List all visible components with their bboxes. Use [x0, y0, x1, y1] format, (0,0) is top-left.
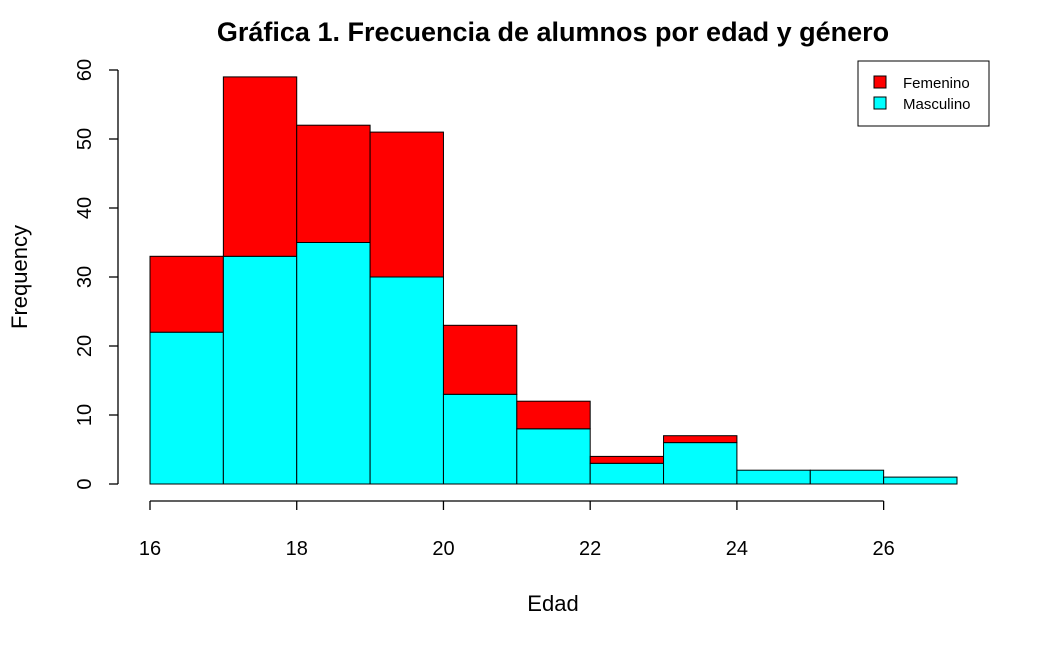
y-tick-label-40: 40 [74, 197, 96, 219]
y-tick-label-20: 20 [74, 335, 96, 357]
bar-masculino-18 [296, 242, 371, 485]
y-tick-label-50: 50 [74, 128, 96, 150]
bars-group [149, 76, 958, 485]
x-tick-label-26: 26 [873, 538, 895, 560]
x-tick-label-16: 16 [139, 538, 161, 560]
bar-femenino-22 [589, 455, 665, 464]
y-tick-label-10: 10 [74, 404, 96, 426]
y-tick-label-30: 30 [74, 266, 96, 288]
bar-femenino-16 [149, 255, 224, 333]
x-axis: 16 18 20 22 24 26 [139, 500, 895, 560]
legend-swatch-femenino [873, 75, 887, 89]
bar-masculino-25 [809, 469, 885, 485]
bar-femenino-23 [663, 435, 738, 444]
bar-masculino-17 [222, 255, 298, 485]
bar-masculino-19 [369, 276, 444, 485]
bar-femenino-19 [369, 131, 444, 278]
x-tick-label-24: 24 [726, 538, 748, 560]
bar-femenino-21 [516, 400, 591, 430]
legend-label-femenino: Femenino [903, 75, 970, 92]
bar-femenino-18 [296, 124, 371, 243]
y-tick-label-60: 60 [74, 59, 96, 81]
bar-masculino-20 [442, 393, 518, 485]
x-axis-label: Edad [527, 591, 578, 616]
bar-masculino-22 [589, 462, 665, 485]
bar-masculino-26 [883, 476, 958, 485]
bar-masculino-24 [736, 469, 811, 485]
y-tick-label-0: 0 [74, 478, 96, 489]
legend-swatch-masculino [873, 96, 887, 110]
chart-title: Gráfica 1. Frecuencia de alumnos por eda… [217, 17, 889, 47]
y-axis: 0 10 20 30 40 50 60 [74, 59, 119, 490]
bar-femenino-20 [442, 324, 518, 395]
legend-box [857, 60, 990, 127]
x-tick-label-20: 20 [432, 538, 454, 560]
x-tick-label-18: 18 [286, 538, 308, 560]
bar-masculino-16 [149, 331, 224, 485]
bar-masculino-21 [516, 428, 591, 485]
legend-label-masculino: Masculino [903, 96, 971, 113]
bar-femenino-17 [222, 76, 298, 257]
legend: Femenino Masculino [857, 60, 990, 127]
bar-masculino-23 [663, 442, 738, 485]
y-axis-label: Frequency [7, 225, 32, 329]
x-tick-label-22: 22 [579, 538, 601, 560]
